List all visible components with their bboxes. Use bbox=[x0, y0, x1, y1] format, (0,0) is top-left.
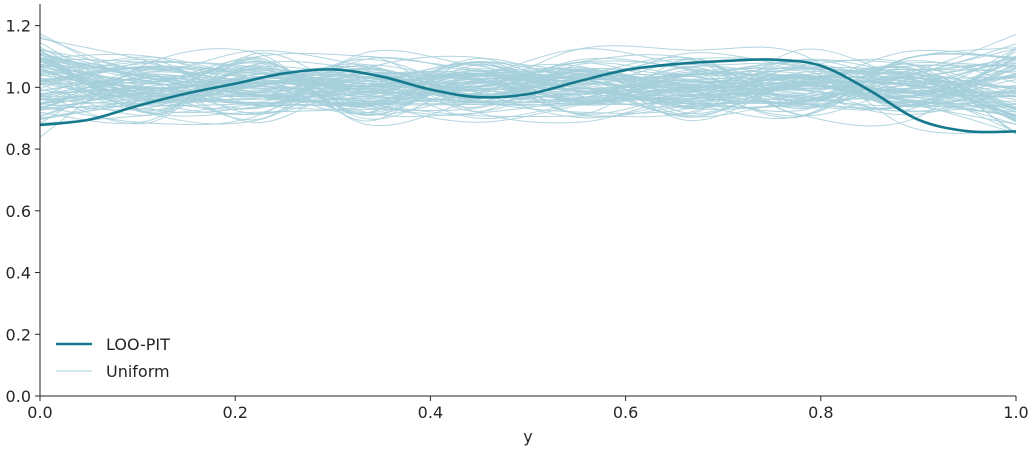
y-tick-label: 0.4 bbox=[6, 264, 31, 283]
uniform-line bbox=[39, 55, 1017, 124]
loo-pit-line bbox=[39, 58, 1017, 134]
uniform-line bbox=[39, 51, 1017, 112]
uniform-line bbox=[39, 53, 1017, 133]
uniform-line bbox=[39, 70, 1017, 109]
uniform-line bbox=[39, 58, 1017, 116]
uniform-line bbox=[39, 75, 1017, 121]
uniform-line bbox=[39, 56, 1017, 117]
uniform-line bbox=[39, 64, 1017, 111]
uniform-line bbox=[39, 57, 1017, 101]
x-tick-label: 0.6 bbox=[613, 403, 638, 422]
y-tick-label: 0.6 bbox=[6, 202, 31, 221]
axes bbox=[39, 4, 1016, 397]
uniform-line bbox=[39, 52, 1017, 117]
legend-label-loo-pit: LOO-PIT bbox=[106, 335, 170, 354]
x-tick-label: 0.2 bbox=[222, 403, 247, 422]
x-tick-label: 0.0 bbox=[27, 403, 52, 422]
x-axis-label: y bbox=[523, 427, 532, 446]
x-tick-label: 0.8 bbox=[808, 403, 833, 422]
y-tick-label: 0.0 bbox=[6, 387, 31, 406]
uniform-line bbox=[39, 63, 1017, 107]
legend-label-uniform: Uniform bbox=[106, 362, 170, 381]
uniform-line bbox=[39, 58, 1017, 119]
legend: LOO-PIT Uniform bbox=[56, 335, 170, 381]
uniform-line bbox=[39, 63, 1017, 102]
uniform-line bbox=[39, 75, 1017, 106]
y-tick-label: 0.8 bbox=[6, 140, 31, 159]
ticks: 0.0 0.2 0.4 0.6 0.8 1.0 0.0 0.2 0.4 0.6 0.8 1.0 1.2 bbox=[6, 17, 1029, 422]
uniform-line bbox=[39, 59, 1017, 109]
uniform-series-group bbox=[39, 33, 1017, 138]
loo-pit-series-group bbox=[39, 58, 1017, 134]
y-tick-label: 1.0 bbox=[6, 78, 31, 97]
x-tick-label: 0.4 bbox=[418, 403, 443, 422]
x-tick-label: 1.0 bbox=[1003, 403, 1028, 422]
y-tick-label: 0.2 bbox=[6, 325, 31, 344]
uniform-line bbox=[39, 60, 1017, 135]
y-tick-label: 1.2 bbox=[6, 17, 31, 36]
uniform-line bbox=[39, 55, 1017, 125]
uniform-line bbox=[39, 67, 1017, 110]
